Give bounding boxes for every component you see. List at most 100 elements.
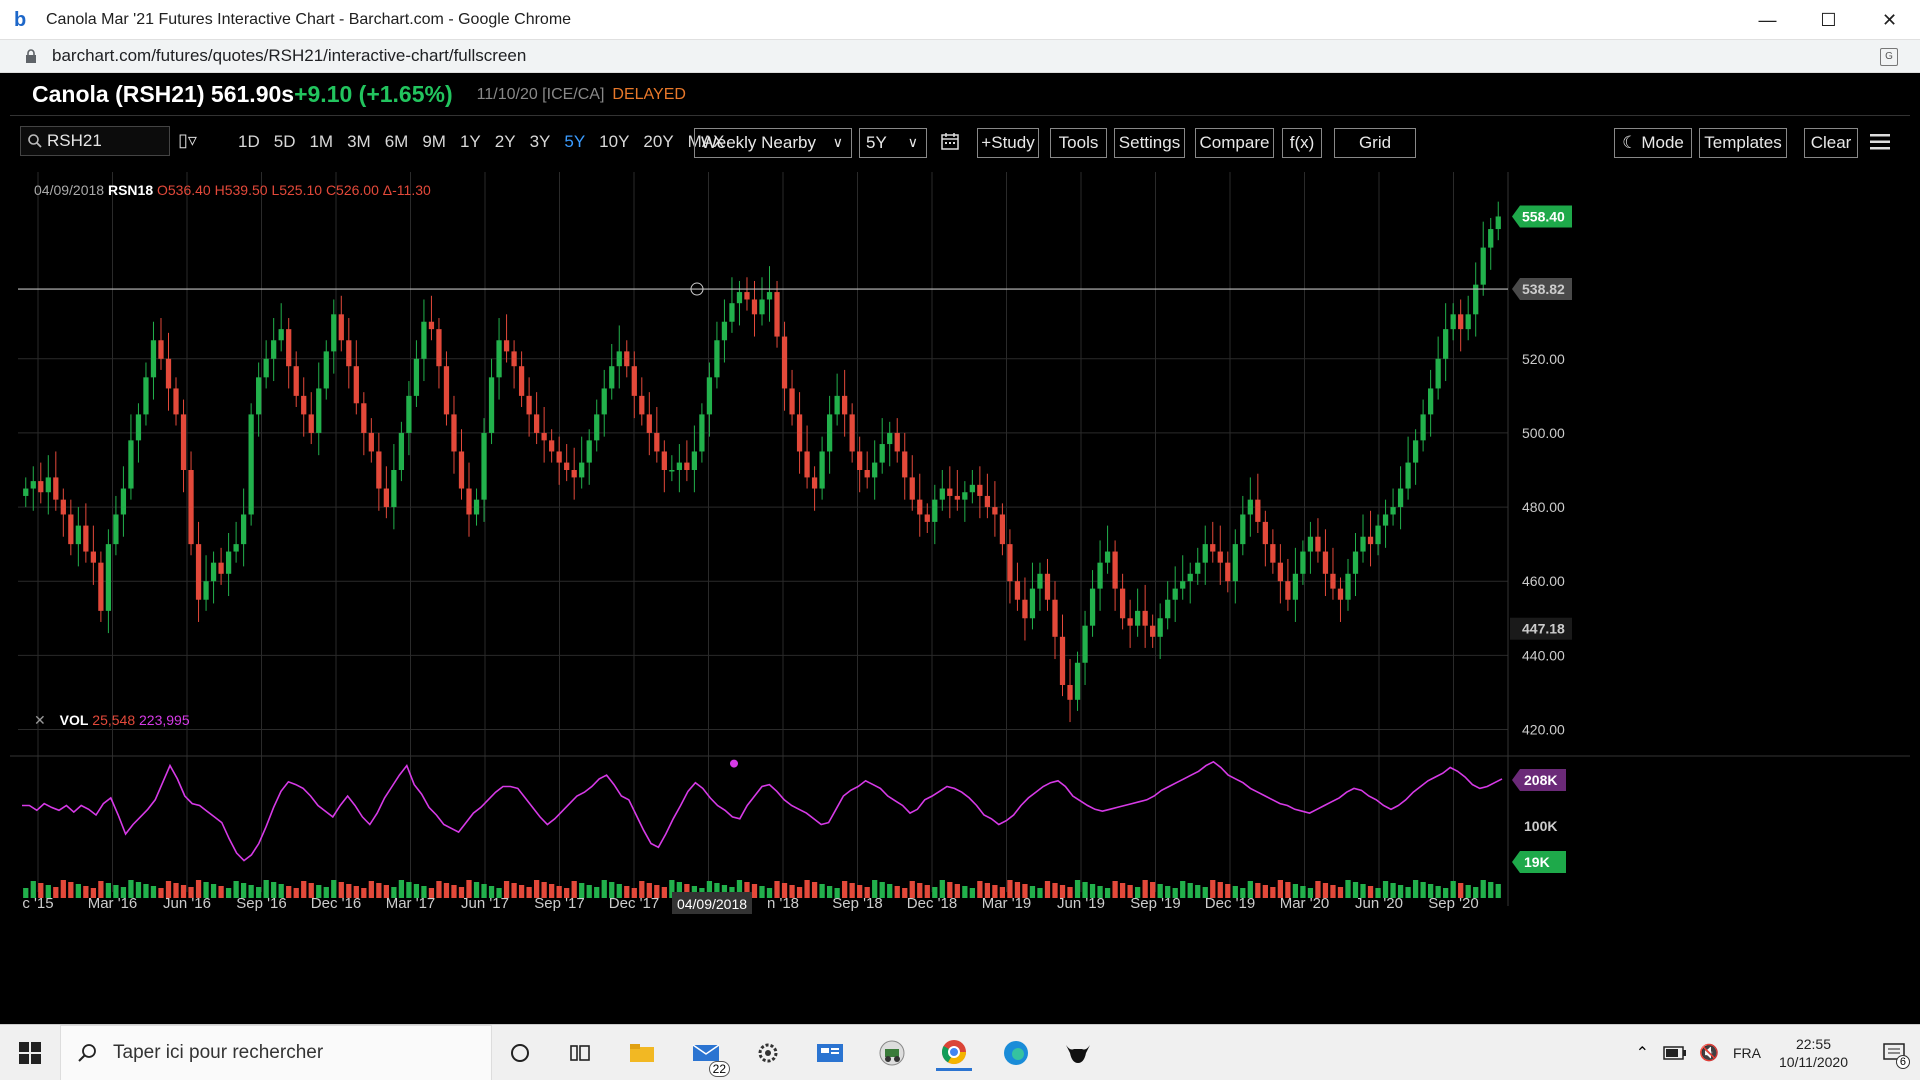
chrome-icon[interactable]: [936, 1035, 972, 1071]
add-study-button[interactable]: +Study: [977, 128, 1039, 158]
period-button-1d[interactable]: 1D: [238, 132, 260, 151]
candle: [481, 432, 487, 500]
function-button[interactable]: f(x): [1282, 128, 1322, 158]
volume-bar: [1285, 882, 1291, 898]
close-icon[interactable]: ✕: [1881, 9, 1898, 30]
tools-button[interactable]: Tools: [1050, 128, 1107, 158]
taskbar-search[interactable]: Taper ici pour rechercher: [60, 1025, 492, 1080]
edge-icon[interactable]: [998, 1035, 1034, 1071]
period-button-2y[interactable]: 2Y: [494, 132, 516, 151]
volume-muted-icon[interactable]: 🔇: [1699, 1045, 1719, 1062]
period-buttons: 1D 5D 1M 3M 6M 9M 1Y 2Y 3Y 5Y 10Y 20Y MAX: [238, 120, 739, 164]
candle: [53, 477, 59, 500]
period-button-3y[interactable]: 3Y: [529, 132, 551, 151]
news-app-icon[interactable]: [812, 1035, 848, 1071]
chart-type-icon[interactable]: ▯▿: [178, 130, 197, 150]
crosshair-anchor[interactable]: [690, 282, 704, 296]
candle: [533, 414, 540, 433]
volume-bar: [992, 885, 998, 898]
period-button-6m[interactable]: 6M: [384, 132, 409, 151]
volume-bar: [458, 887, 465, 898]
symbol-search[interactable]: [20, 126, 170, 156]
candle: [962, 492, 968, 500]
period-button-1m[interactable]: 1M: [309, 132, 334, 151]
volume-bar: [98, 881, 104, 898]
taskbar-clock[interactable]: 22:55 10/11/2020: [1779, 1035, 1848, 1071]
translate-icon[interactable]: G: [1880, 48, 1898, 66]
settings-gear-icon[interactable]: [750, 1035, 786, 1071]
candle: [488, 377, 495, 433]
volume-bar: [158, 888, 164, 898]
bull-app-icon[interactable]: [1060, 1035, 1096, 1071]
chart-area[interactable]: 558.40 538.82 520.00 500.00 480.00 460.00 447.…: [10, 172, 1910, 1024]
period-button-3m[interactable]: 3M: [347, 132, 371, 151]
candle: [564, 462, 570, 470]
compare-button[interactable]: Compare: [1195, 128, 1274, 158]
range-select[interactable]: 5Y ∨: [859, 128, 927, 158]
mail-icon[interactable]: 22: [688, 1035, 730, 1077]
period-button-5d[interactable]: 5D: [273, 132, 296, 151]
farm-app-icon[interactable]: [874, 1035, 910, 1071]
url-text[interactable]: barchart.com/futures/quotes/RSH21/intera…: [52, 46, 527, 65]
ohlc-symbol: RSN18: [107, 182, 154, 198]
input-language[interactable]: FRA: [1732, 1045, 1761, 1061]
volume-bar: [586, 885, 592, 898]
templates-button[interactable]: Templates: [1699, 128, 1787, 158]
file-explorer-icon[interactable]: [624, 1035, 660, 1071]
volume-bar: [286, 886, 292, 898]
period-button-1y[interactable]: 1Y: [459, 132, 481, 151]
volume-bar: [1367, 886, 1374, 898]
candle: [413, 358, 420, 396]
candle: [398, 432, 405, 470]
address-bar[interactable]: barchart.com/futures/quotes/RSH21/intera…: [0, 40, 1920, 73]
candle: [406, 395, 412, 433]
show-hidden-icons-icon[interactable]: ⌃: [1635, 1045, 1650, 1062]
volume-legend: ✕ VOL 25,548 223,995: [34, 712, 190, 729]
volume-bar: [1315, 881, 1321, 898]
volume-bar: [902, 888, 908, 898]
lock-icon: [26, 49, 36, 63]
volume-bar: [1458, 883, 1464, 898]
period-button-9m[interactable]: 9M: [422, 132, 446, 151]
calendar-icon[interactable]: [940, 131, 960, 151]
volume-bar: [1375, 888, 1381, 898]
task-view-icon[interactable]: [562, 1035, 598, 1071]
cortana-icon[interactable]: [502, 1035, 538, 1071]
x-axis-label: Sep '20: [1428, 895, 1478, 912]
period-button-5y[interactable]: 5Y: [564, 132, 586, 151]
clear-button[interactable]: Clear: [1804, 128, 1858, 158]
windows-start-icon[interactable]: [0, 1025, 60, 1080]
settings-button[interactable]: Settings: [1114, 128, 1185, 158]
grid-button[interactable]: Grid: [1334, 128, 1416, 158]
volume-bar: [1337, 887, 1344, 898]
remove-study-icon[interactable]: ✕: [34, 712, 46, 728]
volume-bar: [188, 887, 194, 898]
volume-bar: [962, 886, 968, 898]
volume-bar: [842, 881, 848, 898]
candle: [541, 432, 547, 441]
barchart-app: Canola (RSH21) 561.90s +9.10 (+1.65%) 11…: [10, 74, 1910, 1024]
volume-axis-marker: [1512, 851, 1566, 873]
price-chart[interactable]: 558.40 538.82 520.00 500.00 480.00 460.00 447.…: [10, 172, 1910, 1024]
candle: [1127, 618, 1133, 626]
mode-button[interactable]: ☾ Mode: [1614, 128, 1692, 158]
period-button-max[interactable]: MAX: [687, 132, 725, 151]
candle: [661, 451, 667, 470]
candle: [120, 488, 127, 515]
minimize-icon[interactable]: —: [1758, 9, 1777, 30]
symbol-input[interactable]: [47, 131, 157, 151]
candle: [594, 414, 600, 441]
volume-bar: [1217, 882, 1223, 898]
x-axis-label: Sep '17: [534, 895, 584, 912]
battery-icon[interactable]: [1663, 1046, 1687, 1060]
aggregation-select[interactable]: Weekly Nearby ∨: [694, 128, 852, 158]
volume-bar: [1240, 888, 1246, 898]
candle: [1255, 499, 1261, 522]
candle: [308, 414, 314, 433]
maximize-icon[interactable]: ☐: [1820, 9, 1837, 30]
volume-bar: [887, 884, 893, 898]
period-button-10y[interactable]: 10Y: [599, 132, 630, 151]
period-button-20y[interactable]: 20Y: [643, 132, 674, 151]
notifications-icon[interactable]: 6: [1874, 1033, 1914, 1073]
menu-icon[interactable]: [1870, 134, 1890, 150]
